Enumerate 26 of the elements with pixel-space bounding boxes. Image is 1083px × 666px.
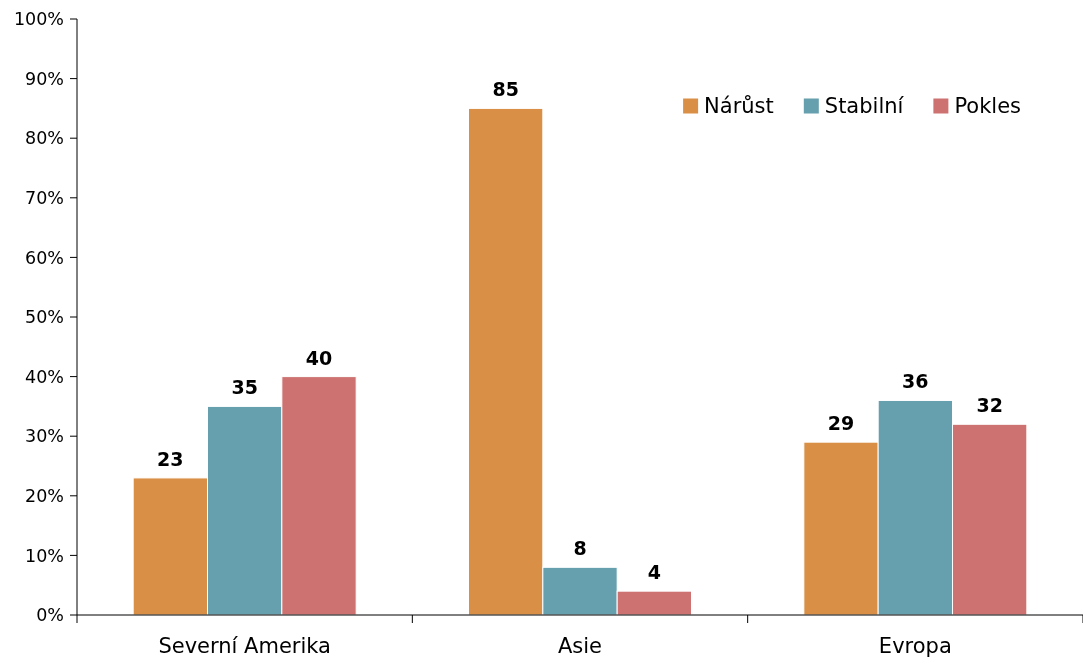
y-tick-label: 0% <box>36 605 64 626</box>
legend-label: Nárůst <box>704 94 774 119</box>
y-tick-label: 50% <box>25 307 64 328</box>
y-tick-label: 60% <box>25 247 64 268</box>
data-label: 23 <box>157 447 184 470</box>
y-tick-label: 90% <box>25 68 64 89</box>
x-tick-label: Evropa <box>878 634 952 658</box>
data-label: 29 <box>827 412 855 435</box>
data-label: 35 <box>231 376 258 399</box>
y-tick-label: 80% <box>25 128 64 149</box>
x-tick-label: Severní Amerika <box>158 634 331 658</box>
data-label: 40 <box>305 346 333 369</box>
x-tick-label: Asie <box>557 634 603 658</box>
y-tick-label: 30% <box>25 426 64 447</box>
y-tick-label: 70% <box>25 187 64 208</box>
data-label: 4 <box>647 561 661 584</box>
legend-label: Pokles <box>954 94 1022 119</box>
data-label: 32 <box>976 394 1003 417</box>
y-tick-label: 40% <box>25 366 64 387</box>
y-tick-label: 10% <box>25 545 64 566</box>
legend-label: Stabilní <box>824 94 905 119</box>
data-label: 8 <box>573 537 587 560</box>
data-label: 36 <box>902 370 929 393</box>
y-tick-label: 20% <box>25 485 64 506</box>
y-tick-label: 100% <box>13 9 64 30</box>
data-label: 85 <box>492 78 519 101</box>
